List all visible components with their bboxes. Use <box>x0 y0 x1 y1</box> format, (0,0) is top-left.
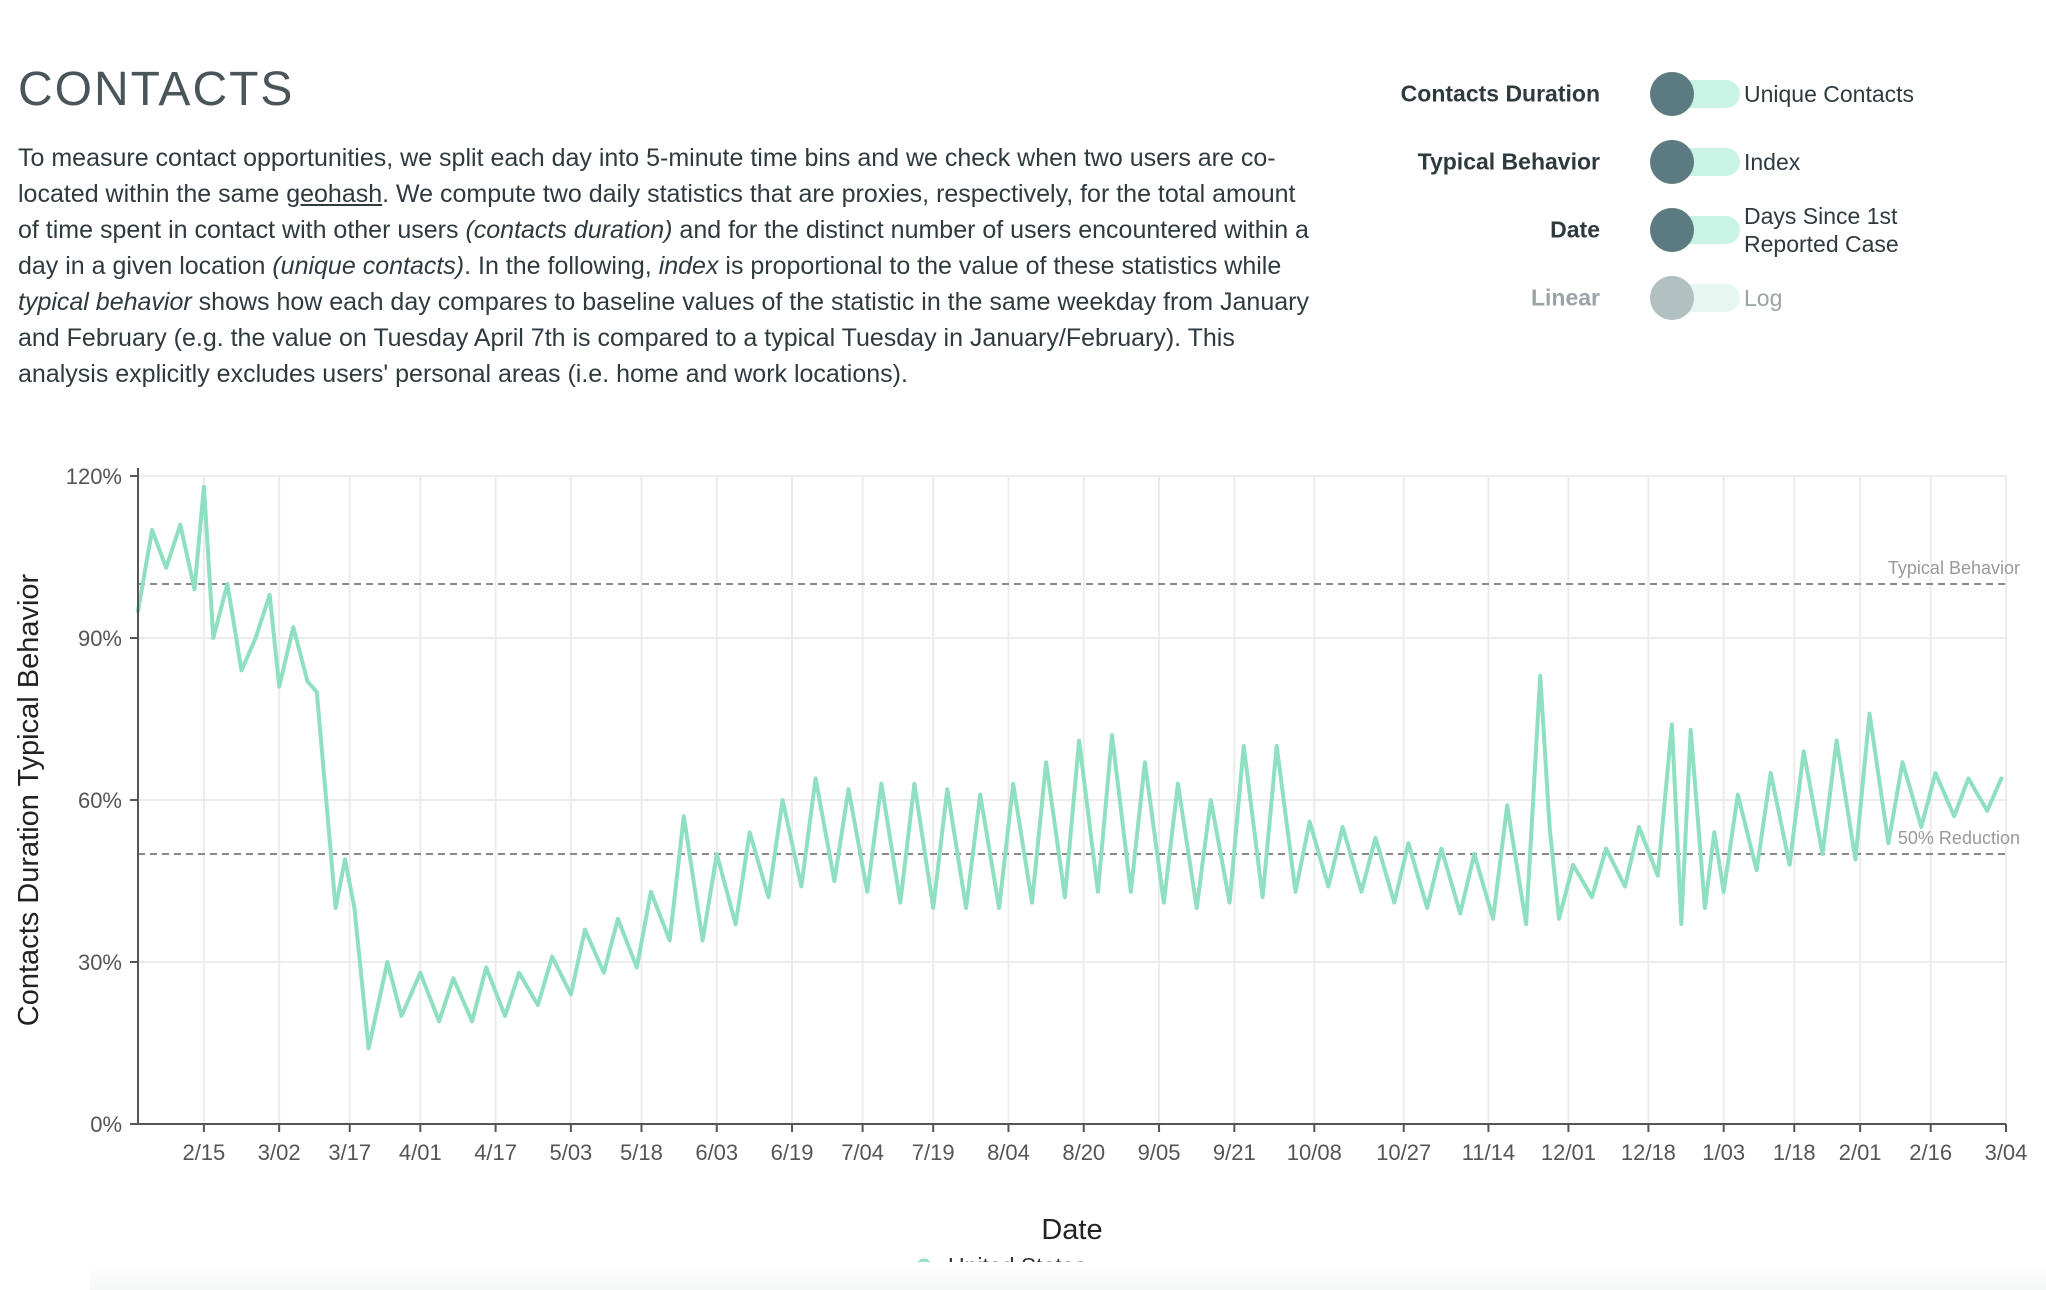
desc-emphasis: index <box>658 252 719 280</box>
toggle-scale: Linear Log <box>1330 268 1970 328</box>
toggle-xaxis-switch[interactable] <box>1650 208 1744 252</box>
toggle-measure-right-label: Index <box>1744 149 1801 175</box>
y-tick-label: 120% <box>66 464 122 489</box>
x-tick-label: 4/17 <box>474 1140 517 1165</box>
toggle-knob <box>1650 276 1694 320</box>
desc-text: . We compute two daily statistics that a… <box>18 180 1296 244</box>
contacts-chart: Typical Behavior 50% Reduction 0% 30% 60% 90… <box>13 464 2027 1279</box>
x-tick-label: 7/04 <box>841 1140 884 1165</box>
x-tick-label: 2/01 <box>1839 1140 1882 1165</box>
x-tick-label: 8/04 <box>987 1140 1030 1165</box>
series-line <box>136 484 2004 1051</box>
series-layer <box>136 484 2004 1051</box>
toggle-scale-left-label: Linear <box>1530 284 1600 311</box>
x-tick-label: 10/08 <box>1287 1140 1342 1165</box>
x-axis-label: Date <box>1041 1214 1102 1246</box>
toggle-measure-left-label: Typical Behavior <box>1417 148 1600 175</box>
x-tick-label: 3/04 <box>1985 1140 2028 1165</box>
x-tick-label: 3/02 <box>258 1140 301 1165</box>
y-tick-label: 30% <box>78 950 122 975</box>
description: To measure contact opportunities, we spl… <box>18 140 1318 392</box>
toggle-xaxis-right-label: Days Since 1st Reported Case <box>1744 203 1899 257</box>
toggle-metric-left-label: Contacts Duration <box>1400 80 1600 107</box>
x-tick-label: 9/21 <box>1213 1140 1256 1165</box>
desc-text: To measure contact opportunities, we spl… <box>18 144 1276 208</box>
x-tick-label: 11/14 <box>1462 1140 1515 1165</box>
toggle-measure-switch[interactable] <box>1650 140 1744 184</box>
x-tick-label: 4/01 <box>399 1140 442 1165</box>
x-tick-label: 10/27 <box>1376 1140 1431 1165</box>
x-tick-label: 1/03 <box>1702 1140 1745 1165</box>
toggle-metric: Contacts Duration Unique Contacts <box>1330 64 1970 124</box>
x-tick-label: 8/20 <box>1062 1140 1105 1165</box>
y-tick-label: 0% <box>90 1112 122 1137</box>
toggle-scale-right-label: Log <box>1744 285 1783 311</box>
geohash-link[interactable]: geohash <box>286 180 383 208</box>
x-tick-label: 1/18 <box>1773 1140 1816 1165</box>
x-tick-label: 12/18 <box>1621 1140 1676 1165</box>
x-tick-label: 5/03 <box>549 1140 592 1165</box>
toggle-knob <box>1650 208 1694 252</box>
toggle-scale-switch[interactable] <box>1650 276 1744 320</box>
toggle-knob <box>1650 140 1694 184</box>
y-tick-label: 90% <box>78 626 122 651</box>
desc-text: shows how each day compares to baseline … <box>18 288 1309 388</box>
reference-line-label: Typical Behavior <box>1888 558 2020 578</box>
toggle-metric-right-label: Unique Contacts <box>1744 81 1915 107</box>
x-tick-label: 2/16 <box>1909 1140 1952 1165</box>
desc-text: and for the distinct number of users enc… <box>18 216 1309 280</box>
toggle-metric-switch[interactable] <box>1650 72 1744 116</box>
x-tick-label: 2/15 <box>182 1140 225 1165</box>
desc-emphasis: (unique contacts) <box>272 252 465 280</box>
axes <box>130 468 2007 1132</box>
y-axis-label: Contacts Duration Typical Behavior <box>13 573 45 1026</box>
toggle-xaxis: Date Days Since 1st Reported Case <box>1330 200 1970 260</box>
toggle-knob <box>1650 72 1694 116</box>
page-title: CONTACTS <box>18 63 295 116</box>
desc-emphasis: typical behavior <box>18 288 192 316</box>
desc-emphasis: (contacts duration) <box>465 216 673 244</box>
x-tick-label: 6/03 <box>695 1140 738 1165</box>
reference-line-label: 50% Reduction <box>1898 828 2020 848</box>
bottom-shade <box>90 1262 2046 1290</box>
x-tick-label: 5/18 <box>620 1140 663 1165</box>
y-tick-labels: 0% 30% 60% 90% 120% <box>66 464 122 1137</box>
x-tick-label: 7/19 <box>912 1140 955 1165</box>
reference-lines: Typical Behavior 50% Reduction <box>138 558 2020 855</box>
desc-text: is proportional to the value of these st… <box>718 252 1282 280</box>
toggle-xaxis-left-label: Date <box>1550 216 1600 243</box>
x-tick-label: 9/05 <box>1138 1140 1181 1165</box>
y-tick-label: 60% <box>78 788 122 813</box>
desc-text: . In the following, <box>464 252 659 280</box>
x-tick-label: 6/19 <box>771 1140 814 1165</box>
x-tick-label: 3/17 <box>328 1140 371 1165</box>
x-tick-labels: 2/15 3/02 3/17 4/01 4/17 5/03 5/18 6/03 6/19 7/04… <box>182 1140 2027 1165</box>
toggle-measure: Typical Behavior Index <box>1330 132 1970 192</box>
x-tick-label: 12/01 <box>1541 1140 1596 1165</box>
